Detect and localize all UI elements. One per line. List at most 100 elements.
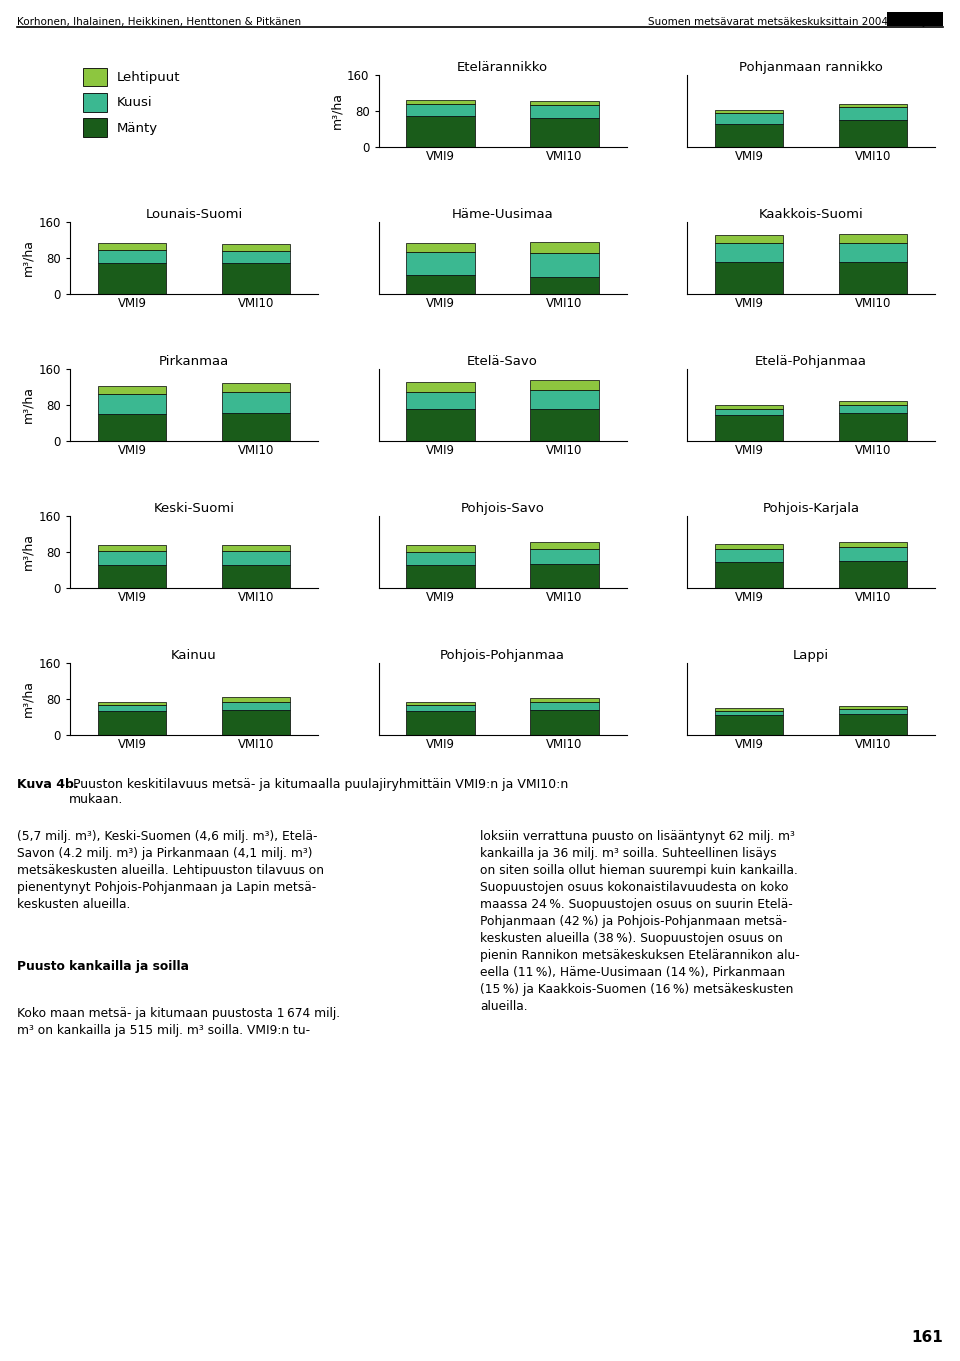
Title: Pohjanmaan rannikko: Pohjanmaan rannikko (739, 61, 883, 73)
Text: Puuston keskitilavuus metsä- ja kitumaalla puulajiryhmittäin VMI9:n ja VMI10:n
m: Puuston keskitilavuus metsä- ja kitumaal… (69, 778, 568, 807)
Legend: Lehtipuut, Kuusi, Mänty: Lehtipuut, Kuusi, Mänty (83, 68, 180, 137)
Bar (531, 276, 599, 294)
Bar (222, 701, 290, 709)
Y-axis label: m³/ha: m³/ha (330, 93, 343, 129)
Bar (839, 105, 907, 108)
Bar (839, 401, 907, 406)
Bar (98, 395, 166, 414)
Title: Etelä-Pohjanmaa: Etelä-Pohjanmaa (755, 355, 867, 367)
Text: (5,7 milj. m³), Keski-Suomen (4,6 milj. m³), Etelä-
Savon (4.2 milj. m³) ja Pirk: (5,7 milj. m³), Keski-Suomen (4,6 milj. … (17, 830, 324, 912)
Text: Suomen metsävarat metsäkeskuksittain 2004–2006 ja...: Suomen metsävarat metsäkeskuksittain 200… (648, 18, 943, 27)
Bar (222, 263, 290, 294)
Bar (222, 412, 290, 441)
Title: Keski-Suomi: Keski-Suomi (154, 502, 234, 514)
Bar (531, 380, 599, 391)
Bar (715, 562, 783, 588)
Bar (531, 702, 599, 709)
Bar (98, 712, 166, 735)
Bar (98, 705, 166, 712)
Bar (406, 275, 474, 294)
Bar (715, 415, 783, 441)
Bar (839, 542, 907, 547)
Bar (715, 113, 783, 124)
Bar (406, 116, 474, 147)
Text: Puusto kankailla ja soilla: Puusto kankailla ja soilla (17, 960, 189, 973)
Bar (839, 706, 907, 709)
Title: Kainuu: Kainuu (171, 649, 217, 661)
Bar (715, 710, 783, 715)
Bar (839, 406, 907, 412)
Bar (406, 544, 474, 553)
Bar (715, 244, 783, 263)
Bar (98, 565, 166, 588)
Bar (406, 701, 474, 705)
Title: Lappi: Lappi (793, 649, 829, 661)
Bar (406, 101, 474, 103)
Bar (715, 263, 783, 294)
Bar (531, 550, 599, 563)
Bar (531, 253, 599, 276)
Title: Pohjois-Karjala: Pohjois-Karjala (762, 502, 859, 514)
Bar (98, 244, 166, 250)
Bar (406, 242, 474, 253)
Bar (839, 108, 907, 120)
Bar (715, 110, 783, 113)
Bar (531, 101, 599, 105)
Bar (222, 565, 290, 588)
Bar (98, 387, 166, 395)
Y-axis label: m³/ha: m³/ha (21, 534, 35, 570)
Bar (531, 105, 599, 117)
Bar (222, 384, 290, 392)
Title: Häme-Uusimaa: Häme-Uusimaa (452, 208, 553, 220)
Title: Pohjois-Savo: Pohjois-Savo (461, 502, 544, 514)
Text: 161: 161 (911, 1330, 943, 1345)
Bar (839, 561, 907, 588)
Bar (406, 103, 474, 116)
Bar (222, 697, 290, 701)
Bar (406, 705, 474, 712)
Bar (531, 698, 599, 702)
Title: Etelärannikko: Etelärannikko (457, 61, 548, 73)
Bar (406, 410, 474, 441)
Bar (715, 544, 783, 550)
Bar (531, 408, 599, 441)
Bar (98, 250, 166, 263)
Bar (222, 551, 290, 565)
Bar (531, 242, 599, 253)
Bar (222, 544, 290, 551)
Bar (839, 234, 907, 242)
Bar (406, 392, 474, 410)
Bar (406, 253, 474, 275)
Title: Pohjois-Pohjanmaa: Pohjois-Pohjanmaa (440, 649, 565, 661)
Bar (839, 242, 907, 263)
Bar (715, 406, 783, 408)
Title: Lounais-Suomi: Lounais-Suomi (146, 208, 243, 220)
Bar (98, 544, 166, 551)
Bar (98, 701, 166, 705)
Bar (531, 563, 599, 588)
Bar (531, 709, 599, 735)
Text: Kuva 4b.: Kuva 4b. (17, 778, 79, 792)
Bar (222, 245, 290, 250)
Y-axis label: m³/ha: m³/ha (21, 387, 35, 423)
Bar (98, 263, 166, 294)
Text: loksiin verrattuna puusto on lisääntynyt 62 milj. m³
kankailla ja 36 milj. m³ so: loksiin verrattuna puusto on lisääntynyt… (480, 830, 800, 1013)
Bar (839, 715, 907, 735)
Bar (98, 551, 166, 565)
Y-axis label: m³/ha: m³/ha (21, 240, 35, 276)
Bar (531, 117, 599, 147)
Bar (531, 542, 599, 550)
Text: Korhonen, Ihalainen, Heikkinen, Henttonen & Pitkänen: Korhonen, Ihalainen, Heikkinen, Henttone… (17, 18, 301, 27)
Bar (839, 547, 907, 561)
Bar (715, 715, 783, 735)
Bar (839, 120, 907, 147)
Title: Etelä-Savo: Etelä-Savo (468, 355, 538, 367)
Bar (839, 263, 907, 294)
Bar (839, 709, 907, 715)
Bar (98, 414, 166, 441)
Bar (715, 708, 783, 710)
Bar (531, 391, 599, 408)
Bar (406, 565, 474, 588)
Bar (715, 124, 783, 147)
Bar (222, 392, 290, 412)
